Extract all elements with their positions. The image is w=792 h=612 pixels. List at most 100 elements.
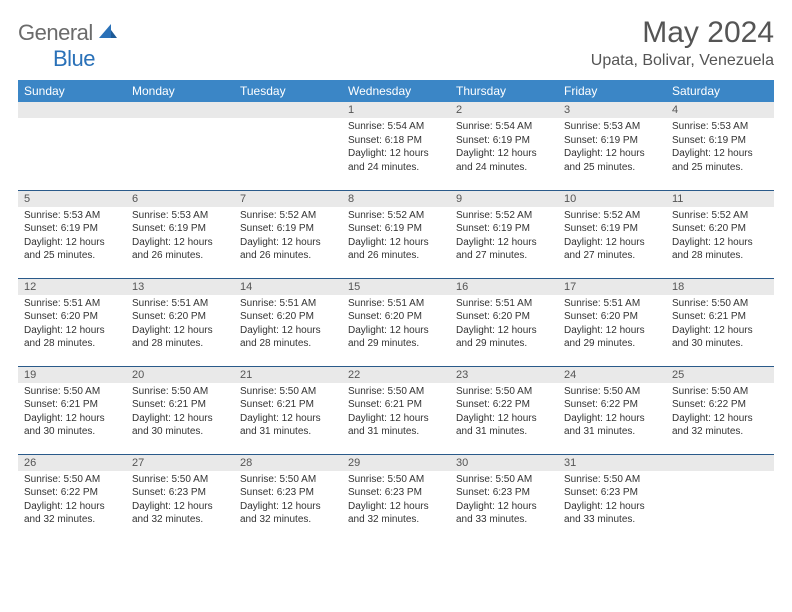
daylight-line: Daylight: 12 hours and 33 minutes. bbox=[456, 500, 552, 527]
day-number: 21 bbox=[234, 367, 342, 383]
calendar-cell: 10Sunrise: 5:52 AMSunset: 6:19 PMDayligh… bbox=[558, 190, 666, 278]
calendar-cell: 24Sunrise: 5:50 AMSunset: 6:22 PMDayligh… bbox=[558, 366, 666, 454]
sunrise-line: Sunrise: 5:50 AM bbox=[456, 473, 552, 487]
calendar-cell: 27Sunrise: 5:50 AMSunset: 6:23 PMDayligh… bbox=[126, 454, 234, 542]
calendar-cell: 21Sunrise: 5:50 AMSunset: 6:21 PMDayligh… bbox=[234, 366, 342, 454]
daylight-line: Daylight: 12 hours and 32 minutes. bbox=[348, 500, 444, 527]
sunset-line: Sunset: 6:18 PM bbox=[348, 134, 444, 148]
day-details: Sunrise: 5:52 AMSunset: 6:19 PMDaylight:… bbox=[342, 207, 450, 267]
day-details: Sunrise: 5:50 AMSunset: 6:22 PMDaylight:… bbox=[450, 383, 558, 443]
sunset-line: Sunset: 6:19 PM bbox=[564, 222, 660, 236]
sunrise-line: Sunrise: 5:50 AM bbox=[240, 473, 336, 487]
day-number: 25 bbox=[666, 367, 774, 383]
sunset-line: Sunset: 6:20 PM bbox=[240, 310, 336, 324]
sunrise-line: Sunrise: 5:51 AM bbox=[348, 297, 444, 311]
calendar-cell bbox=[666, 454, 774, 542]
daylight-line: Daylight: 12 hours and 26 minutes. bbox=[348, 236, 444, 263]
daylight-line: Daylight: 12 hours and 31 minutes. bbox=[456, 412, 552, 439]
calendar-cell: 20Sunrise: 5:50 AMSunset: 6:21 PMDayligh… bbox=[126, 366, 234, 454]
sunrise-line: Sunrise: 5:50 AM bbox=[132, 385, 228, 399]
calendar-cell: 1Sunrise: 5:54 AMSunset: 6:18 PMDaylight… bbox=[342, 102, 450, 190]
day-details: Sunrise: 5:52 AMSunset: 6:19 PMDaylight:… bbox=[234, 207, 342, 267]
day-details: Sunrise: 5:53 AMSunset: 6:19 PMDaylight:… bbox=[126, 207, 234, 267]
sunrise-line: Sunrise: 5:53 AM bbox=[564, 120, 660, 134]
day-number: 23 bbox=[450, 367, 558, 383]
day-details: Sunrise: 5:50 AMSunset: 6:22 PMDaylight:… bbox=[18, 471, 126, 531]
daylight-line: Daylight: 12 hours and 29 minutes. bbox=[348, 324, 444, 351]
sunset-line: Sunset: 6:19 PM bbox=[348, 222, 444, 236]
day-details: Sunrise: 5:50 AMSunset: 6:21 PMDaylight:… bbox=[342, 383, 450, 443]
day-number: 17 bbox=[558, 279, 666, 295]
sunrise-line: Sunrise: 5:53 AM bbox=[672, 120, 768, 134]
sunset-line: Sunset: 6:21 PM bbox=[240, 398, 336, 412]
day-number: 12 bbox=[18, 279, 126, 295]
day-details: Sunrise: 5:52 AMSunset: 6:19 PMDaylight:… bbox=[558, 207, 666, 267]
page-header: General May 2024 Upata, Bolivar, Venezue… bbox=[18, 16, 774, 70]
sunrise-line: Sunrise: 5:50 AM bbox=[132, 473, 228, 487]
daylight-line: Daylight: 12 hours and 27 minutes. bbox=[564, 236, 660, 263]
sunrise-line: Sunrise: 5:50 AM bbox=[24, 473, 120, 487]
daylight-line: Daylight: 12 hours and 24 minutes. bbox=[456, 147, 552, 174]
sunrise-line: Sunrise: 5:54 AM bbox=[348, 120, 444, 134]
sunset-line: Sunset: 6:21 PM bbox=[24, 398, 120, 412]
daylight-line: Daylight: 12 hours and 28 minutes. bbox=[672, 236, 768, 263]
day-number: 13 bbox=[126, 279, 234, 295]
day-number: 5 bbox=[18, 191, 126, 207]
calendar-cell: 29Sunrise: 5:50 AMSunset: 6:23 PMDayligh… bbox=[342, 454, 450, 542]
calendar-cell bbox=[234, 102, 342, 190]
weekday-header: Tuesday bbox=[234, 80, 342, 102]
day-details: Sunrise: 5:50 AMSunset: 6:23 PMDaylight:… bbox=[234, 471, 342, 531]
daylight-line: Daylight: 12 hours and 31 minutes. bbox=[564, 412, 660, 439]
day-number: 30 bbox=[450, 455, 558, 471]
sunset-line: Sunset: 6:23 PM bbox=[132, 486, 228, 500]
calendar-cell: 12Sunrise: 5:51 AMSunset: 6:20 PMDayligh… bbox=[18, 278, 126, 366]
calendar-week-row: 5Sunrise: 5:53 AMSunset: 6:19 PMDaylight… bbox=[18, 190, 774, 278]
calendar-body: 1Sunrise: 5:54 AMSunset: 6:18 PMDaylight… bbox=[18, 102, 774, 542]
day-details: Sunrise: 5:50 AMSunset: 6:23 PMDaylight:… bbox=[558, 471, 666, 531]
calendar-cell: 8Sunrise: 5:52 AMSunset: 6:19 PMDaylight… bbox=[342, 190, 450, 278]
day-number-empty bbox=[666, 455, 774, 471]
day-number: 15 bbox=[342, 279, 450, 295]
calendar-cell: 14Sunrise: 5:51 AMSunset: 6:20 PMDayligh… bbox=[234, 278, 342, 366]
day-number: 7 bbox=[234, 191, 342, 207]
day-number: 14 bbox=[234, 279, 342, 295]
weekday-header: Monday bbox=[126, 80, 234, 102]
sunrise-line: Sunrise: 5:50 AM bbox=[348, 473, 444, 487]
day-number: 24 bbox=[558, 367, 666, 383]
calendar-cell: 3Sunrise: 5:53 AMSunset: 6:19 PMDaylight… bbox=[558, 102, 666, 190]
day-number-empty bbox=[18, 102, 126, 118]
calendar-cell: 28Sunrise: 5:50 AMSunset: 6:23 PMDayligh… bbox=[234, 454, 342, 542]
daylight-line: Daylight: 12 hours and 27 minutes. bbox=[456, 236, 552, 263]
calendar-cell: 23Sunrise: 5:50 AMSunset: 6:22 PMDayligh… bbox=[450, 366, 558, 454]
day-details: Sunrise: 5:51 AMSunset: 6:20 PMDaylight:… bbox=[234, 295, 342, 355]
day-details: Sunrise: 5:54 AMSunset: 6:18 PMDaylight:… bbox=[342, 118, 450, 178]
sunrise-line: Sunrise: 5:51 AM bbox=[24, 297, 120, 311]
day-number: 28 bbox=[234, 455, 342, 471]
daylight-line: Daylight: 12 hours and 28 minutes. bbox=[240, 324, 336, 351]
calendar-cell: 16Sunrise: 5:51 AMSunset: 6:20 PMDayligh… bbox=[450, 278, 558, 366]
sunset-line: Sunset: 6:19 PM bbox=[564, 134, 660, 148]
day-details: Sunrise: 5:50 AMSunset: 6:22 PMDaylight:… bbox=[558, 383, 666, 443]
sunrise-line: Sunrise: 5:50 AM bbox=[672, 297, 768, 311]
calendar-cell: 4Sunrise: 5:53 AMSunset: 6:19 PMDaylight… bbox=[666, 102, 774, 190]
calendar-cell: 2Sunrise: 5:54 AMSunset: 6:19 PMDaylight… bbox=[450, 102, 558, 190]
day-details: Sunrise: 5:50 AMSunset: 6:21 PMDaylight:… bbox=[234, 383, 342, 443]
logo-text-blue: Blue bbox=[53, 46, 95, 72]
sunset-line: Sunset: 6:20 PM bbox=[348, 310, 444, 324]
daylight-line: Daylight: 12 hours and 30 minutes. bbox=[24, 412, 120, 439]
sunset-line: Sunset: 6:22 PM bbox=[672, 398, 768, 412]
day-number: 22 bbox=[342, 367, 450, 383]
day-number: 2 bbox=[450, 102, 558, 118]
day-details: Sunrise: 5:50 AMSunset: 6:21 PMDaylight:… bbox=[18, 383, 126, 443]
weekday-header: Sunday bbox=[18, 80, 126, 102]
location-subtitle: Upata, Bolivar, Venezuela bbox=[591, 52, 774, 70]
sunset-line: Sunset: 6:22 PM bbox=[24, 486, 120, 500]
day-details: Sunrise: 5:52 AMSunset: 6:19 PMDaylight:… bbox=[450, 207, 558, 267]
daylight-line: Daylight: 12 hours and 29 minutes. bbox=[456, 324, 552, 351]
calendar-cell: 26Sunrise: 5:50 AMSunset: 6:22 PMDayligh… bbox=[18, 454, 126, 542]
day-number: 9 bbox=[450, 191, 558, 207]
daylight-line: Daylight: 12 hours and 28 minutes. bbox=[132, 324, 228, 351]
sunrise-line: Sunrise: 5:51 AM bbox=[456, 297, 552, 311]
sunset-line: Sunset: 6:19 PM bbox=[456, 134, 552, 148]
day-details: Sunrise: 5:53 AMSunset: 6:19 PMDaylight:… bbox=[558, 118, 666, 178]
